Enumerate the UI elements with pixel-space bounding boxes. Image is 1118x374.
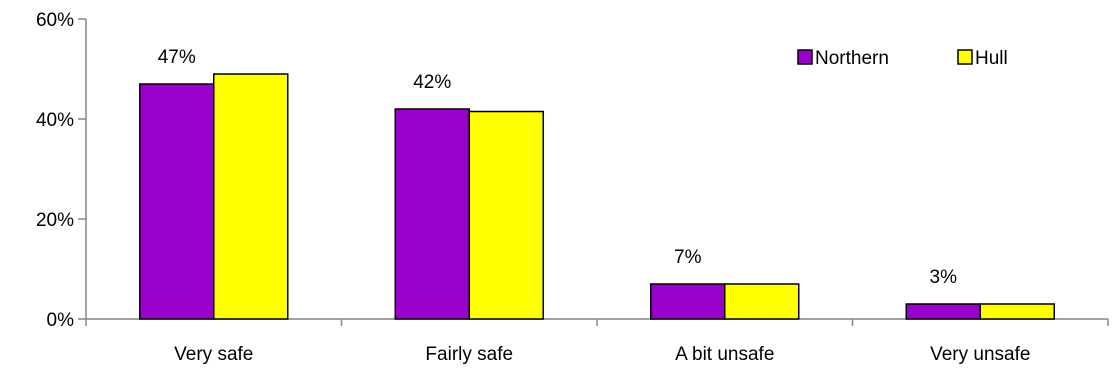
bar-hull-1 (468, 110, 544, 320)
y-tick-label: 0% (47, 310, 75, 331)
x-category-label: Very unsafe (930, 344, 1030, 365)
bar-northern-3 (905, 303, 981, 320)
bar-hull-2 (724, 283, 800, 320)
legend-label-hull: Hull (975, 48, 1008, 69)
data-label: 42% (413, 72, 451, 93)
data-label: 7% (674, 247, 702, 268)
data-label: 3% (930, 267, 958, 288)
bar-northern-0 (139, 83, 215, 320)
bar-northern-1 (394, 108, 470, 320)
legend: Northern Hull (797, 48, 1008, 69)
y-tick-label: 40% (36, 110, 74, 131)
legend-swatch-northern (797, 49, 813, 65)
legend-label-northern: Northern (815, 48, 889, 69)
bar-northern-2 (650, 283, 726, 320)
x-category-label: A bit unsafe (675, 344, 774, 365)
y-tick-label: 60% (36, 10, 74, 31)
x-axis: Very safe Fairly safe A bit unsafe Very uns… (85, 318, 1109, 365)
y-tick-label: 20% (36, 210, 74, 231)
data-label: 47% (158, 47, 196, 68)
legend-swatch-hull (957, 49, 973, 65)
y-axis: 0% 20% 40% 60% (36, 10, 87, 331)
x-category-label: Very safe (174, 344, 253, 365)
bar-hull-0 (213, 73, 289, 320)
x-category-label: Fairly safe (425, 344, 513, 365)
bars (139, 73, 1055, 320)
data-labels: 47% 42% 7% 3% (158, 47, 957, 288)
bar-hull-3 (979, 303, 1055, 320)
